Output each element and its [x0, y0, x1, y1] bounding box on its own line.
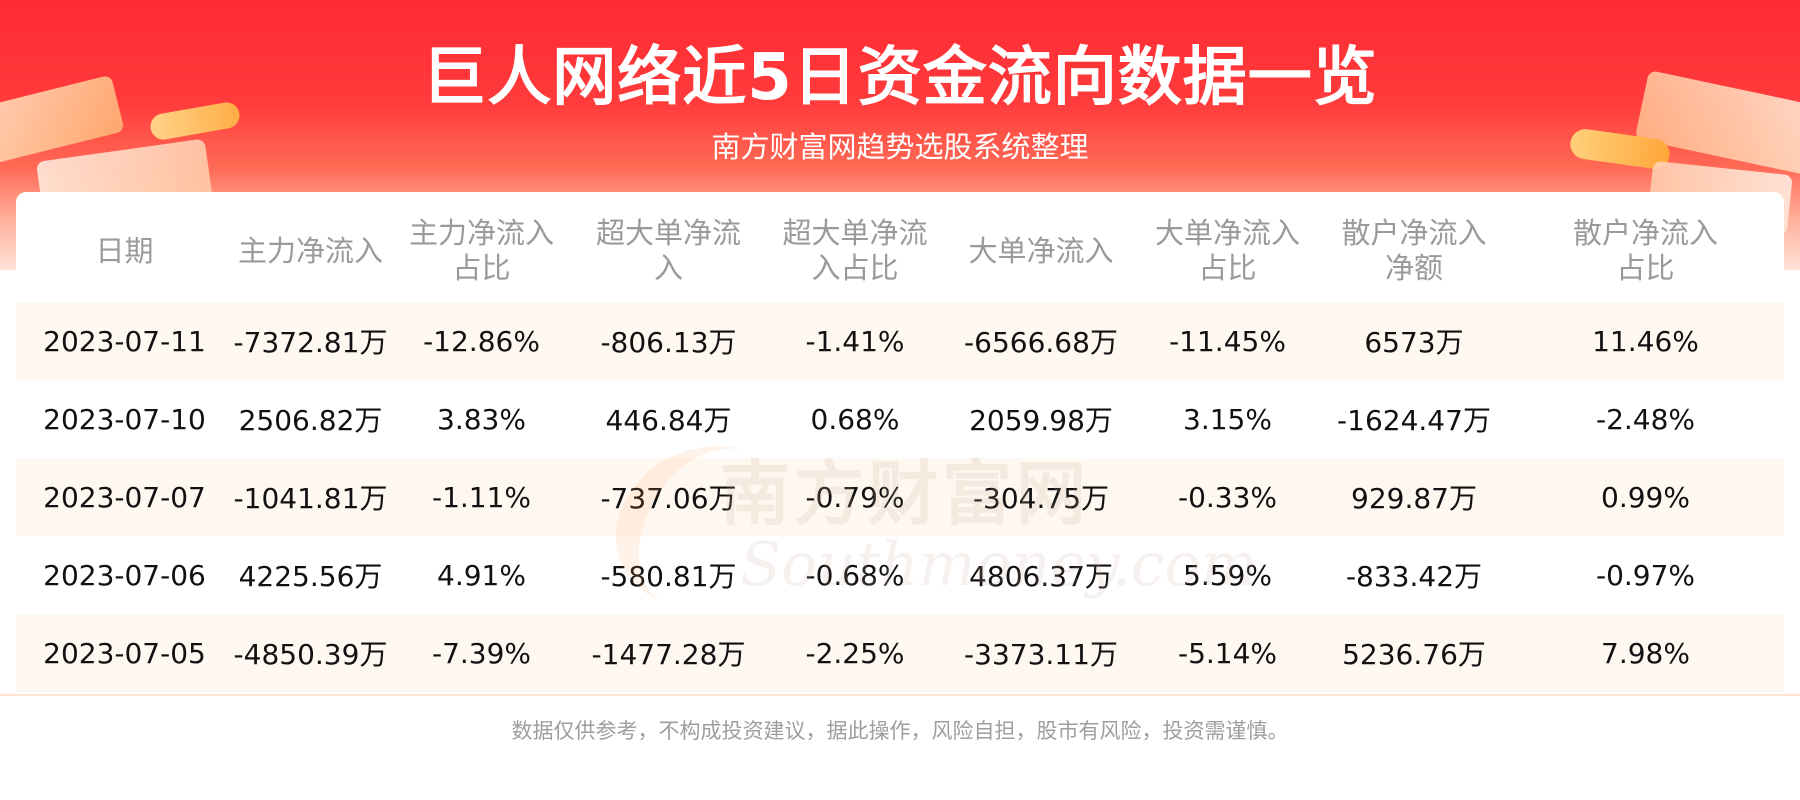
column-header: 大单净流入 [968, 233, 1114, 268]
column-header: 超大单净流入占比 [782, 216, 928, 285]
table-cell: 3.15% [1134, 380, 1321, 458]
page-subtitle: 南方财富网趋势选股系统整理 [711, 130, 1089, 164]
table-row: 2023-07-11 -7372.81万 -12.86% -806.13万 -1… [16, 302, 1784, 380]
table-cell: 5236.76万 [1321, 614, 1507, 692]
disclaimer-text: 数据仅供参考，不构成投资建议，据此操作，风险自担，股市有风险，投资需谨慎。 [511, 719, 1289, 743]
table-cell: 0.99% [1507, 458, 1784, 536]
table-cell: 446.84万 [575, 380, 762, 458]
table-cell: 7.98% [1507, 614, 1784, 692]
table-header-row: 日期 主力净流入 主力净流入占比 超大单净流入 超大单净流入占比 大单净流入 大… [16, 200, 1784, 302]
table-row: 2023-07-10 2506.82万 3.83% 446.84万 0.68% … [16, 380, 1784, 458]
table-cell: -0.68% [762, 536, 948, 614]
table-cell: 4806.37万 [948, 536, 1134, 614]
table-cell: 4225.56万 [233, 536, 388, 614]
table-cell: -580.81万 [575, 536, 762, 614]
column-header: 超大单净流入 [595, 216, 741, 285]
table-cell: 2506.82万 [233, 380, 388, 458]
table-cell: 2023-07-10 [16, 380, 233, 458]
column-header: 日期 [95, 233, 154, 268]
table-cell: -1.11% [388, 458, 575, 536]
table-cell: 2023-07-06 [16, 536, 233, 614]
table-cell: -12.86% [388, 302, 575, 380]
table-cell: 0.68% [762, 380, 948, 458]
column-header: 散户净流入占比 [1572, 216, 1718, 285]
table-cell: -0.33% [1134, 458, 1321, 536]
table-cell: -833.42万 [1321, 536, 1507, 614]
table-cell: -1624.47万 [1321, 380, 1507, 458]
table-cell: 3.83% [388, 380, 575, 458]
table-cell: -1.41% [762, 302, 948, 380]
table-cell: -5.14% [1134, 614, 1321, 692]
table-cell: 2059.98万 [948, 380, 1134, 458]
table-cell: 2023-07-07 [16, 458, 233, 536]
column-header: 散户净流入净额 [1341, 216, 1487, 285]
table-cell: -1041.81万 [233, 458, 388, 536]
column-header: 主力净流入占比 [408, 216, 554, 285]
footer-divider [0, 694, 1800, 696]
table-cell: 4.91% [388, 536, 575, 614]
table-cell: -7.39% [388, 614, 575, 692]
table-cell: 5.59% [1134, 536, 1321, 614]
table-cell: -7372.81万 [233, 302, 388, 380]
table-cell: 11.46% [1507, 302, 1784, 380]
column-header: 主力净流入 [237, 233, 383, 268]
table-row: 2023-07-06 4225.56万 4.91% -580.81万 -0.68… [16, 536, 1784, 614]
table-cell: -0.79% [762, 458, 948, 536]
table-cell: 6573万 [1321, 302, 1507, 380]
table-cell: -0.97% [1507, 536, 1784, 614]
fund-flow-table: 日期 主力净流入 主力净流入占比 超大单净流入 超大单净流入占比 大单净流入 大… [16, 200, 1784, 692]
table-row: 2023-07-07 -1041.81万 -1.11% -737.06万 -0.… [16, 458, 1784, 536]
table-cell: -11.45% [1134, 302, 1321, 380]
table-cell: 2023-07-05 [16, 614, 233, 692]
table-cell: -4850.39万 [233, 614, 388, 692]
table-cell: 2023-07-11 [16, 302, 233, 380]
column-header: 大单净流入占比 [1154, 216, 1300, 285]
table-cell: -2.48% [1507, 380, 1784, 458]
table-cell: -6566.68万 [948, 302, 1134, 380]
table-cell: -3373.11万 [948, 614, 1134, 692]
table-cell: -1477.28万 [575, 614, 762, 692]
table-cell: -737.06万 [575, 458, 762, 536]
table-cell: -806.13万 [575, 302, 762, 380]
table-cell: -304.75万 [948, 458, 1134, 536]
table-cell: 929.87万 [1321, 458, 1507, 536]
table-cell: -2.25% [762, 614, 948, 692]
table-row: 2023-07-05 -4850.39万 -7.39% -1477.28万 -2… [16, 614, 1784, 692]
page-title: 巨人网络近5日资金流向数据一览 [422, 41, 1378, 115]
